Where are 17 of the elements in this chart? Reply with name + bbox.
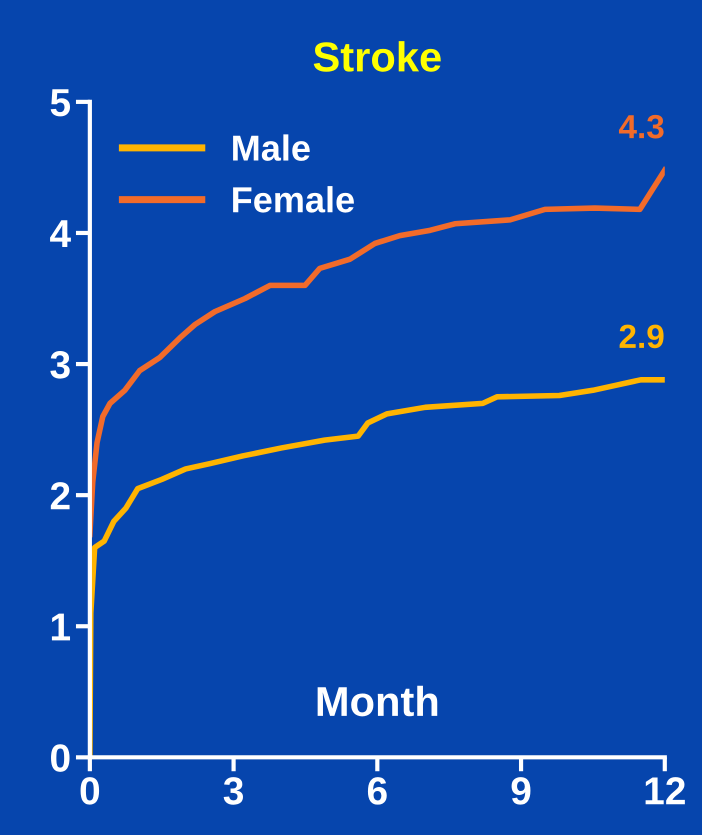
y-tick-label: 2 [50, 482, 70, 510]
y-tick-label: 3 [50, 350, 70, 379]
annotation: 4.3 [618, 114, 664, 138]
x-tick-label: 9 [512, 777, 530, 805]
legend-label: Male [233, 134, 310, 161]
x-tick-label: 12 [646, 777, 685, 804]
x-axis-title: Month [318, 686, 438, 716]
x-tick-label: 3 [224, 777, 243, 805]
legend-label: Female [233, 186, 354, 213]
y-tick-label: 0 [51, 744, 70, 772]
x-tick-label: 0 [80, 777, 100, 805]
y-tick-label: 5 [50, 89, 70, 116]
y-tick-label: 1 [52, 614, 70, 640]
y-tick-label: 4 [50, 220, 71, 248]
annotation: 2.9 [620, 324, 664, 348]
chart-title: Stroke [314, 41, 441, 72]
x-tick-label: 6 [368, 777, 387, 805]
